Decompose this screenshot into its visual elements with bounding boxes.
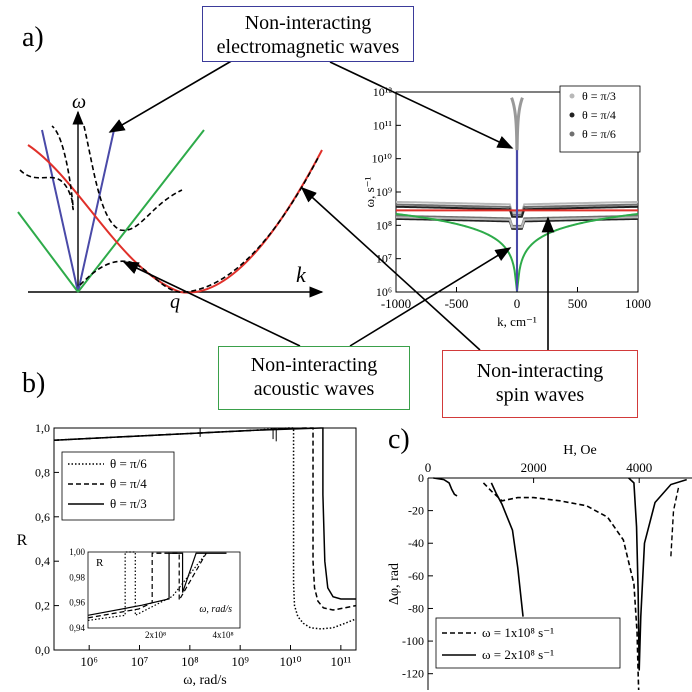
sketch-k-label: k [296, 262, 307, 287]
chart-a-xtick-label: 1000 [625, 296, 651, 311]
sketch-em-line [41, 129, 115, 293]
sketch-omega-label: ω [72, 91, 86, 113]
panel-label-b: b) [22, 368, 46, 399]
panel-label-c: c) [388, 424, 410, 455]
callout-em-line2: electromagnetic waves [216, 36, 400, 58]
callout-acoustic-waves: Non-interacting acoustic waves [218, 346, 410, 410]
chart-a-xtick-label: -500 [445, 296, 469, 311]
callout-spin-waves: Non-interacting spin waves [442, 350, 638, 418]
chart-a-xtick-label: 500 [568, 296, 588, 311]
arrow-acoustic-left [122, 261, 301, 347]
chart-a-xlabel: k, cm⁻¹ [497, 314, 537, 329]
chart-a-legend-label: θ = π/4 [582, 108, 616, 122]
arrow-em-right [329, 61, 514, 149]
chart-a-legend-label: θ = π/6 [582, 127, 616, 141]
arrow-spin-left [300, 186, 481, 351]
arrow-acoustic-right [349, 247, 512, 347]
chart-dispersion-numeric: -1000 -500 0 500 100010⁶10⁷10⁸10⁹10¹⁰10¹¹10¹… [362, 85, 651, 329]
sketch-q-label: q [170, 291, 180, 313]
sketch-hybrid-curve-1 [19, 125, 74, 211]
chart-a-legend-marker [569, 93, 575, 99]
chart-a-legend-label: θ = π/3 [582, 89, 616, 103]
chart-a-ytick-label: 10⁸ [376, 218, 392, 232]
callout-spin-line2: spin waves [495, 384, 585, 406]
panel-label-a: a) [22, 22, 44, 53]
chart-a-xtick-label: -1000 [381, 296, 411, 311]
chart-a-xtick-label: 0 [514, 296, 521, 311]
chart-a-legend-marker [569, 112, 575, 118]
callout-em-waves: Non-interacting electromagnetic waves [202, 6, 414, 62]
sketch-hybrid-curve-3 [79, 157, 319, 293]
arrow-em-left [108, 55, 241, 133]
chart-a-ytick-label: 10⁶ [376, 285, 392, 299]
sketch-acoustic-line [17, 129, 205, 293]
callout-em-line1: Non-interacting [244, 12, 372, 34]
chart-a-ytick-label: 10⁷ [376, 252, 392, 266]
callout-spin-line1: Non-interacting [476, 360, 604, 382]
chart-a-ytick-label: 10¹¹ [373, 118, 393, 132]
callout-acoustic-line2: acoustic waves [253, 378, 375, 400]
chart-a-ylabel: ω, s⁻¹ [362, 176, 377, 207]
chart-a-legend-marker [569, 131, 575, 137]
sketch-hybrid-curve-2 [83, 125, 183, 232]
chart-a-legend: θ = π/3 θ = π/4 θ = π/6 [559, 85, 641, 153]
chart-a-series-acoustic [395, 212, 639, 292]
callout-acoustic-line1: Non-interacting [250, 354, 378, 376]
callout-arrows [108, 55, 555, 351]
chart-a-ytick-label: 10⁹ [376, 185, 392, 199]
chart-a-ytick-label: 10¹⁰ [372, 152, 393, 166]
sketch-dispersion: ω k q [17, 91, 324, 313]
chart-a-series-em-hybrid [510, 97, 524, 151]
